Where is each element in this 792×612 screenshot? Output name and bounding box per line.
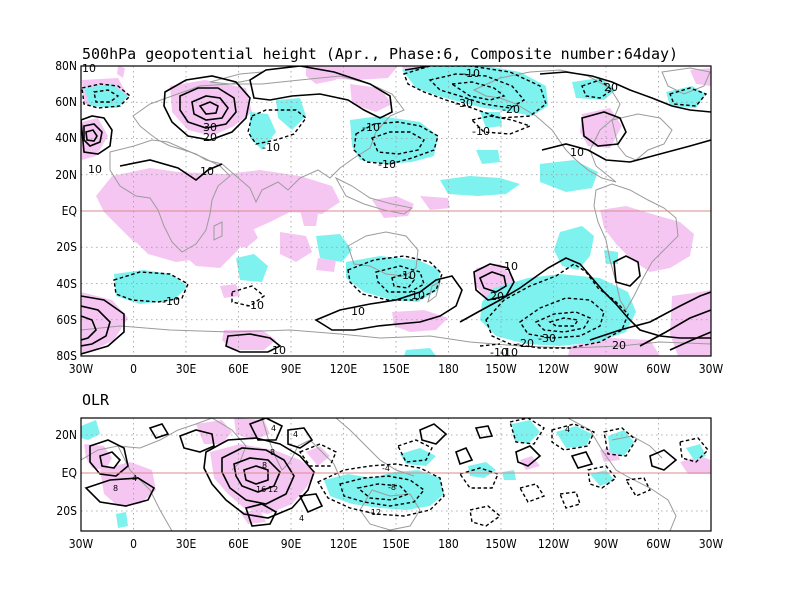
frame-z500 [80,65,712,357]
x-tick-label: 180 [438,537,459,551]
x-tick-label: 180 [438,362,459,376]
contour-label: 8 [113,484,118,493]
x-tick-label: 150W [485,537,517,551]
y-tick-label: 20N [55,168,77,182]
contour-label: 8 [262,461,267,470]
contour-label: 10 [88,163,102,176]
x-tick-label: 0 [130,537,137,551]
contour-label: 10 [82,62,96,75]
contour-label: -30 [538,332,556,345]
contour-label: 10 [570,146,584,159]
olr-contours-negative [298,418,709,527]
contour-label: 16 [256,485,266,494]
olr-shading-positive [84,418,711,524]
contour-label: 8 [270,448,275,457]
x-tick-label: 150E [382,362,410,376]
contour-labels-z500: -10 -30 -20 -10 20 10 30 20 10 -10 -10 -… [82,62,626,359]
x-tick-label: 90W [594,362,619,376]
x-axis-olr: 30W 0 30E 60E 90E 120E 150E 180 150W 120… [69,537,724,551]
title-z500: 500hPa geopotential height (Apr., Phase:… [82,45,678,63]
y-tick-label: EQ [62,466,77,480]
contour-label: -12 [368,508,381,517]
x-tick-label: 0 [130,362,137,376]
title-olr: OLR [82,391,110,409]
x-tick-label: 60W [646,537,671,551]
contour-label: -10 [246,299,264,312]
contour-label: 10 [200,165,214,178]
y-tick-label: 60S [56,313,77,327]
contour-label: 12 [268,485,278,494]
contour-label: -10 [268,344,286,357]
olr-contours-positive [84,418,678,527]
y-tick-label: 20S [56,504,77,518]
frame-olr [80,417,712,532]
contour-label: -10 [362,121,380,134]
contours-negative [81,66,708,349]
panel-z500: 500hPa geopotential height (Apr., Phase:… [55,45,723,376]
x-tick-label: 150E [382,537,410,551]
x-tick-label: 90W [594,537,619,551]
x-tick-label: 120E [330,362,358,376]
contour-label: -30 [455,97,473,110]
x-tick-label: 30E [176,537,197,551]
x-tick-label: 60W [646,362,671,376]
x-tick-label: 30W [69,362,94,376]
shading-positive [81,66,711,356]
contour-label: 4 [565,425,570,434]
y-tick-label: EQ [62,204,77,218]
contour-label: -10 [262,141,280,154]
x-tick-label: 120E [330,537,358,551]
contour-label: 4 [293,430,298,439]
contour-label: -10 [407,289,425,302]
contour-label: 4 [132,474,137,483]
x-tick-label: 120W [538,537,570,551]
y-axis-z500: 80N 60N 40N 20N EQ 20S 40S 60S 80S [55,59,77,363]
contour-label: -10 [162,295,180,308]
x-tick-label: 30E [176,362,197,376]
coastlines-olr [81,418,677,531]
contour-label: 30 [203,121,217,134]
x-tick-label: 90E [281,362,302,376]
contour-label: 10 [351,305,365,318]
y-tick-label: 40S [56,277,77,291]
x-tick-label: 120W [538,362,570,376]
contour-label: -10 [500,346,518,359]
contour-label: -20 [502,103,520,116]
contour-label: 4 [299,514,304,523]
y-axis-olr: 20N EQ 20S [55,428,77,518]
x-tick-label: 60E [228,537,249,551]
x-axis-z500: 30W 0 30E 60E 90E 120E 150E 180 150W 120… [69,362,724,376]
x-tick-label: 30W [699,537,724,551]
contour-label: -10 [398,269,416,282]
contour-label: -20 [516,337,534,350]
x-tick-label: 60E [228,362,249,376]
panel-olr: OLR [55,391,723,551]
contour-label: -10 [462,67,480,80]
y-tick-label: 40N [55,131,77,145]
contour-label: -4 [382,464,390,473]
grid-olr [81,418,711,531]
y-tick-label: 80N [55,59,77,73]
x-tick-label: 30W [69,537,94,551]
contour-label: -10 [378,158,396,171]
contour-label: 4 [271,424,276,433]
y-tick-label: 20N [55,428,77,442]
contour-label: -10 [472,125,490,138]
contour-label: -10 [500,260,518,273]
olr-shading-negative [81,420,706,528]
contour-labels-olr: 4 8 8 4 8 16 12 4 4 -4 -8 -12 4 [113,424,570,523]
x-tick-label: 150W [485,362,517,376]
contour-label: 20 [612,339,626,352]
contour-label: 20 [490,290,504,303]
contour-label: -8 [388,483,396,492]
x-tick-label: 30W [699,362,724,376]
x-tick-label: 90E [281,537,302,551]
contours-positive [81,66,711,355]
contour-label: 20 [604,81,618,94]
y-tick-label: 80S [56,349,77,363]
contour-label: 20 [203,131,217,144]
y-tick-label: 60N [55,95,77,109]
y-tick-label: 20S [56,240,77,254]
